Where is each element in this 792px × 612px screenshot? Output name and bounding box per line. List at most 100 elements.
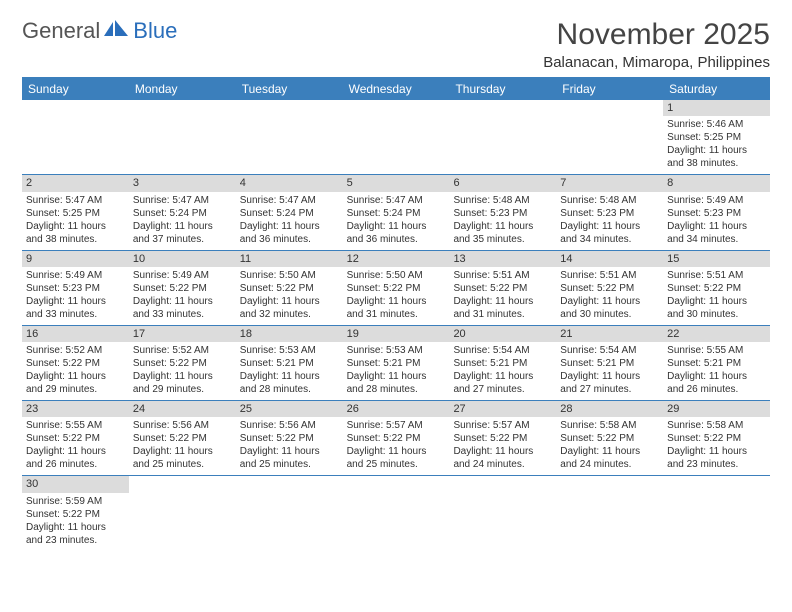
day-cell: 2Sunrise: 5:47 AMSunset: 5:25 PMDaylight… [22,175,129,249]
daylight-text: Daylight: 11 hours and 35 minutes. [453,220,552,246]
sunrise-text: Sunrise: 5:58 AM [667,419,766,432]
sunset-text: Sunset: 5:24 PM [133,207,232,220]
sunrise-text: Sunrise: 5:50 AM [347,269,446,282]
title-block: November 2025 Balanacan, Mimaropa, Phili… [543,18,770,71]
daylight-text: Daylight: 11 hours and 24 minutes. [560,445,659,471]
day-body: Sunrise: 5:53 AMSunset: 5:21 PMDaylight:… [236,342,343,400]
day-body: Sunrise: 5:51 AMSunset: 5:22 PMDaylight:… [449,267,556,325]
sunrise-text: Sunrise: 5:46 AM [667,118,766,131]
day-number: 12 [343,251,450,267]
day-number: 25 [236,401,343,417]
week-row: 16Sunrise: 5:52 AMSunset: 5:22 PMDayligh… [22,326,770,401]
sunset-text: Sunset: 5:22 PM [133,357,232,370]
sunrise-text: Sunrise: 5:47 AM [133,194,232,207]
sunset-text: Sunset: 5:22 PM [133,282,232,295]
day-body: Sunrise: 5:55 AMSunset: 5:21 PMDaylight:… [663,342,770,400]
daylight-text: Daylight: 11 hours and 24 minutes. [453,445,552,471]
empty-cell [129,100,236,174]
weekday-thursday: Thursday [449,78,556,100]
daylight-text: Daylight: 11 hours and 25 minutes. [240,445,339,471]
day-body: Sunrise: 5:50 AMSunset: 5:22 PMDaylight:… [236,267,343,325]
day-body: Sunrise: 5:56 AMSunset: 5:22 PMDaylight:… [129,417,236,475]
daylight-text: Daylight: 11 hours and 25 minutes. [133,445,232,471]
day-body: Sunrise: 5:51 AMSunset: 5:22 PMDaylight:… [663,267,770,325]
sunset-text: Sunset: 5:22 PM [240,282,339,295]
daylight-text: Daylight: 11 hours and 27 minutes. [453,370,552,396]
sunset-text: Sunset: 5:23 PM [667,207,766,220]
daylight-text: Daylight: 11 hours and 34 minutes. [667,220,766,246]
week-row: 1Sunrise: 5:46 AMSunset: 5:25 PMDaylight… [22,100,770,175]
day-cell: 17Sunrise: 5:52 AMSunset: 5:22 PMDayligh… [129,326,236,400]
sunset-text: Sunset: 5:23 PM [560,207,659,220]
day-cell: 10Sunrise: 5:49 AMSunset: 5:22 PMDayligh… [129,251,236,325]
day-body: Sunrise: 5:46 AMSunset: 5:25 PMDaylight:… [663,116,770,174]
empty-cell [22,100,129,174]
day-body: Sunrise: 5:49 AMSunset: 5:22 PMDaylight:… [129,267,236,325]
weekday-header-row: Sunday Monday Tuesday Wednesday Thursday… [22,78,770,100]
sunrise-text: Sunrise: 5:56 AM [133,419,232,432]
sunrise-text: Sunrise: 5:55 AM [667,344,766,357]
empty-cell [236,100,343,174]
day-body: Sunrise: 5:47 AMSunset: 5:25 PMDaylight:… [22,192,129,250]
day-number: 6 [449,175,556,191]
week-row: 23Sunrise: 5:55 AMSunset: 5:22 PMDayligh… [22,401,770,476]
day-number: 15 [663,251,770,267]
weeks-container: 1Sunrise: 5:46 AMSunset: 5:25 PMDaylight… [22,100,770,551]
day-cell: 12Sunrise: 5:50 AMSunset: 5:22 PMDayligh… [343,251,450,325]
day-body: Sunrise: 5:49 AMSunset: 5:23 PMDaylight:… [22,267,129,325]
day-cell: 13Sunrise: 5:51 AMSunset: 5:22 PMDayligh… [449,251,556,325]
day-cell: 6Sunrise: 5:48 AMSunset: 5:23 PMDaylight… [449,175,556,249]
sunset-text: Sunset: 5:22 PM [453,282,552,295]
day-body: Sunrise: 5:56 AMSunset: 5:22 PMDaylight:… [236,417,343,475]
day-number: 29 [663,401,770,417]
day-body: Sunrise: 5:48 AMSunset: 5:23 PMDaylight:… [449,192,556,250]
sunrise-text: Sunrise: 5:48 AM [560,194,659,207]
sunset-text: Sunset: 5:21 PM [453,357,552,370]
daylight-text: Daylight: 11 hours and 29 minutes. [26,370,125,396]
empty-cell [129,476,236,550]
empty-cell [343,476,450,550]
daylight-text: Daylight: 11 hours and 34 minutes. [560,220,659,246]
sunrise-text: Sunrise: 5:47 AM [26,194,125,207]
day-number: 14 [556,251,663,267]
daylight-text: Daylight: 11 hours and 31 minutes. [347,295,446,321]
sunrise-text: Sunrise: 5:49 AM [133,269,232,282]
empty-cell [449,476,556,550]
sunset-text: Sunset: 5:25 PM [667,131,766,144]
sunrise-text: Sunrise: 5:51 AM [560,269,659,282]
day-cell: 7Sunrise: 5:48 AMSunset: 5:23 PMDaylight… [556,175,663,249]
daylight-text: Daylight: 11 hours and 33 minutes. [26,295,125,321]
day-body: Sunrise: 5:58 AMSunset: 5:22 PMDaylight:… [556,417,663,475]
sunrise-text: Sunrise: 5:49 AM [26,269,125,282]
day-body: Sunrise: 5:50 AMSunset: 5:22 PMDaylight:… [343,267,450,325]
day-cell: 29Sunrise: 5:58 AMSunset: 5:22 PMDayligh… [663,401,770,475]
day-body: Sunrise: 5:53 AMSunset: 5:21 PMDaylight:… [343,342,450,400]
day-number: 3 [129,175,236,191]
daylight-text: Daylight: 11 hours and 27 minutes. [560,370,659,396]
day-number: 1 [663,100,770,116]
daylight-text: Daylight: 11 hours and 37 minutes. [133,220,232,246]
day-body: Sunrise: 5:52 AMSunset: 5:22 PMDaylight:… [22,342,129,400]
sunset-text: Sunset: 5:22 PM [560,432,659,445]
day-cell: 26Sunrise: 5:57 AMSunset: 5:22 PMDayligh… [343,401,450,475]
week-row: 30Sunrise: 5:59 AMSunset: 5:22 PMDayligh… [22,476,770,550]
logo-text-blue: Blue [133,18,177,44]
sunrise-text: Sunrise: 5:48 AM [453,194,552,207]
day-number: 2 [22,175,129,191]
day-number: 10 [129,251,236,267]
day-number: 21 [556,326,663,342]
sunset-text: Sunset: 5:23 PM [453,207,552,220]
empty-cell [236,476,343,550]
sunrise-text: Sunrise: 5:53 AM [240,344,339,357]
sunset-text: Sunset: 5:22 PM [240,432,339,445]
day-number: 17 [129,326,236,342]
daylight-text: Daylight: 11 hours and 32 minutes. [240,295,339,321]
logo-text-general: General [22,18,100,44]
day-cell: 3 Sunrise: 5:47 AMSunset: 5:24 PMDaylight… [129,175,236,249]
day-cell: 15Sunrise: 5:51 AMSunset: 5:22 PMDayligh… [663,251,770,325]
sunset-text: Sunset: 5:21 PM [560,357,659,370]
empty-cell [343,100,450,174]
weekday-sunday: Sunday [22,78,129,100]
day-body: Sunrise: 5:55 AMSunset: 5:22 PMDaylight:… [22,417,129,475]
header: General Blue November 2025 Balanacan, Mi… [22,18,770,71]
